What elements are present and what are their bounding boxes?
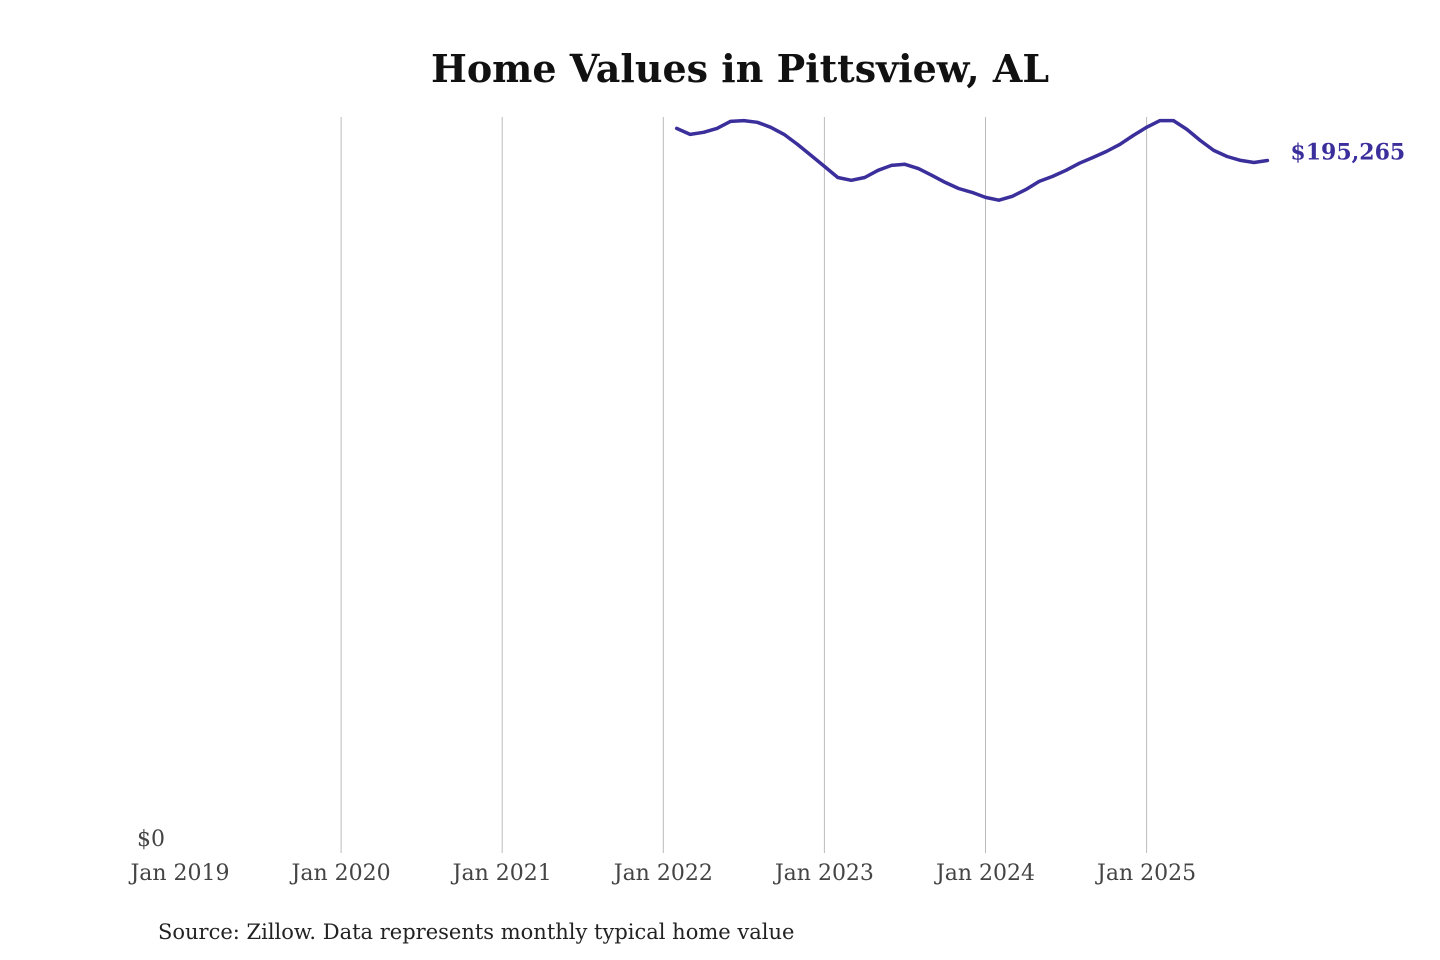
data-point: [1171, 119, 1175, 123]
data-point: [809, 153, 813, 157]
data-point: [903, 162, 907, 166]
data-point: [715, 126, 719, 130]
data-point: [997, 198, 1001, 202]
data-point: [702, 130, 706, 134]
data-point: [943, 180, 947, 184]
data-point: [1091, 156, 1095, 160]
data-point: [1158, 119, 1162, 123]
data-point: [1010, 194, 1014, 198]
data-points: [675, 119, 1269, 202]
data-point: [742, 119, 746, 123]
data-point: [836, 175, 840, 179]
x-tick-label: Jan 2024: [934, 861, 1035, 886]
data-point: [1225, 154, 1229, 158]
x-axis-ticks: Jan 2019 Jan 2020 Jan 2021 Jan 2022 Jan 2023…: [128, 861, 1196, 886]
data-point: [782, 132, 786, 136]
data-point: [1252, 161, 1256, 165]
data-point: [930, 173, 934, 177]
data-point: [984, 195, 987, 199]
data-point: [688, 132, 692, 136]
data-point: [1051, 174, 1055, 178]
data-point: [1145, 125, 1149, 129]
y-tick-label: $0: [137, 827, 165, 852]
data-point: [863, 175, 867, 179]
chart-title: Home Values in Pittsview, AL: [431, 46, 1049, 91]
data-point: [1131, 133, 1135, 137]
gridlines: [340, 117, 1148, 853]
data-point: [916, 167, 920, 171]
data-point: [675, 126, 679, 130]
data-point: [755, 120, 759, 124]
data-point: [728, 119, 732, 123]
x-tick-label: Jan 2025: [1095, 861, 1196, 886]
data-point: [769, 125, 773, 129]
data-point: [849, 178, 853, 182]
data-point: [1265, 159, 1269, 163]
data-point: [890, 163, 894, 167]
data-point: [957, 186, 961, 190]
series-line: [674, 118, 1270, 202]
data-point: [796, 142, 800, 146]
data-point: [1118, 142, 1122, 146]
end-value-label: $195,265: [1290, 140, 1405, 166]
data-point: [1239, 158, 1243, 162]
source-note: Source: Zillow. Data represents monthly …: [158, 920, 794, 944]
x-tick-label: Jan 2022: [612, 861, 713, 886]
x-tick-label: Jan 2023: [773, 861, 874, 886]
data-point: [822, 164, 826, 168]
data-point: [876, 168, 880, 172]
data-point: [1064, 168, 1068, 172]
data-point: [1077, 161, 1081, 165]
x-tick-label: Jan 2019: [128, 861, 229, 886]
data-point: [1185, 127, 1189, 131]
x-tick-label: Jan 2021: [451, 861, 552, 886]
data-point: [1024, 188, 1028, 192]
data-point: [1212, 148, 1216, 152]
x-tick-label: Jan 2020: [290, 861, 391, 886]
data-point: [1104, 149, 1108, 153]
data-point: [1037, 179, 1041, 183]
data-point: [970, 190, 974, 194]
data-point: [1198, 138, 1202, 142]
